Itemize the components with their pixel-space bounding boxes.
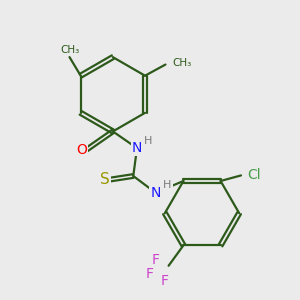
Text: F: F bbox=[152, 253, 160, 267]
Text: H: H bbox=[163, 180, 172, 190]
Text: N: N bbox=[150, 186, 161, 200]
Text: F: F bbox=[146, 267, 154, 281]
Text: H: H bbox=[144, 136, 152, 146]
Text: O: O bbox=[76, 143, 87, 157]
Text: CH₃: CH₃ bbox=[60, 45, 79, 55]
Text: Cl: Cl bbox=[248, 168, 261, 182]
Text: F: F bbox=[161, 274, 169, 288]
Text: S: S bbox=[100, 172, 110, 187]
Text: CH₃: CH₃ bbox=[172, 58, 191, 68]
Text: N: N bbox=[132, 141, 142, 155]
